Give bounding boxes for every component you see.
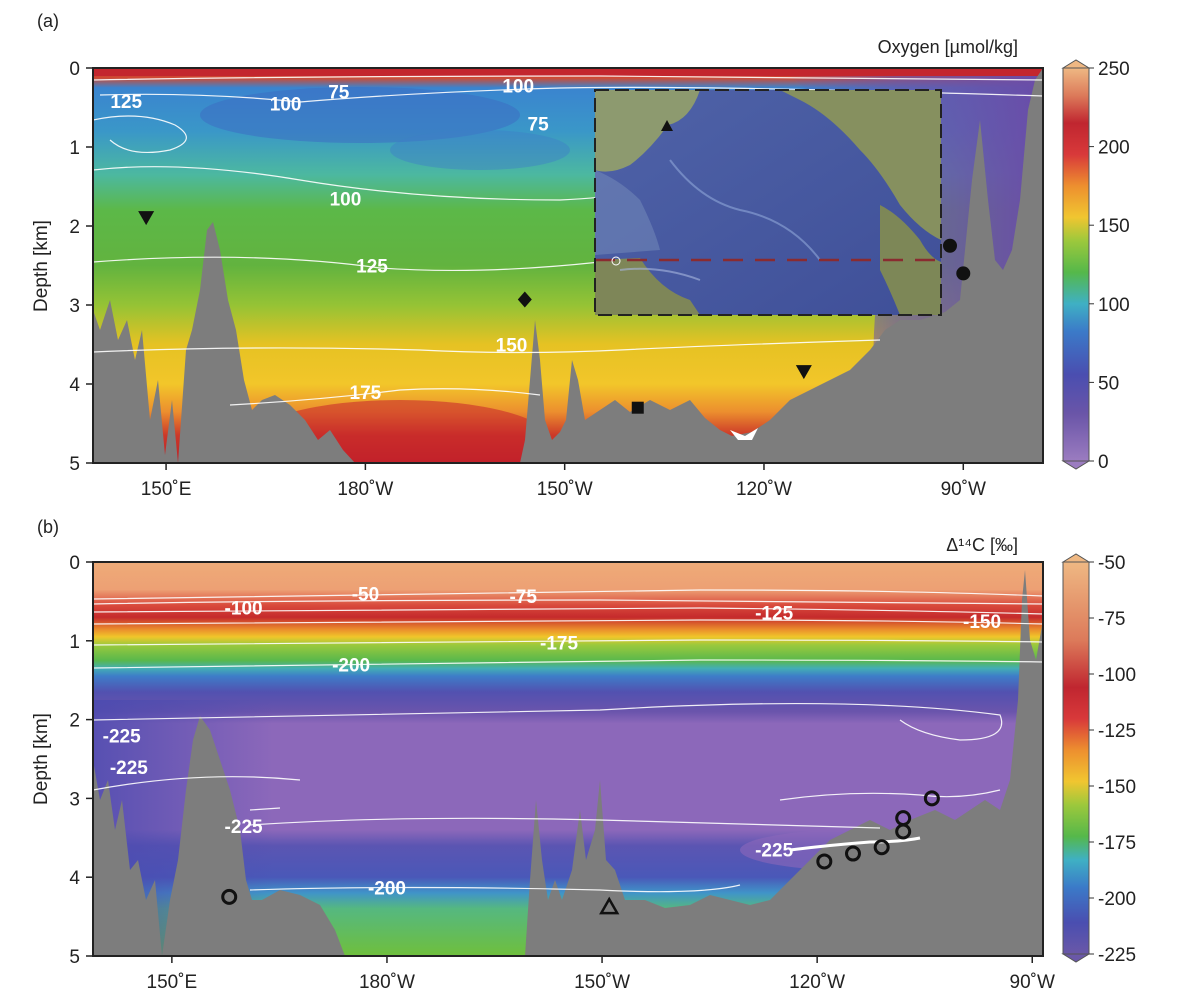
contour-label: 150 [496, 336, 528, 357]
panel-a-label: (a) [37, 11, 59, 31]
panel-a-colorbar-title: Oxygen [µmol/kg] [878, 37, 1018, 57]
contour-label: -225 [110, 758, 148, 779]
contour-225-bold [789, 836, 921, 852]
panel-b-label: (b) [37, 517, 59, 537]
y-tick-label: 4 [69, 375, 80, 396]
contour-label: 100 [330, 189, 362, 210]
inset-triangle-marker [661, 120, 673, 131]
colorbar-a: 250 200 150 100 50 0 [1061, 59, 1130, 473]
panel-b-ylabel: Depth [km] [31, 713, 52, 805]
y-tick-label: 1 [69, 632, 80, 653]
colorbar-tick-label: -50 [1098, 553, 1125, 574]
y-tick-label: 0 [69, 59, 80, 80]
station-marker-circle [956, 266, 971, 281]
panel-b-colorbar-title: Δ¹⁴C [‰] [946, 535, 1018, 555]
station-marker-triangle-open [599, 896, 620, 915]
x-tick-label: 90˚W [941, 479, 986, 500]
seafloor-a [93, 68, 1043, 463]
station-marker-triangle-down [795, 365, 812, 380]
panel-b-markers [221, 790, 940, 915]
station-marker-circle-open [923, 790, 940, 807]
station-marker-triangle-down [138, 211, 155, 226]
colorbar-tick-label: 0 [1098, 452, 1109, 473]
station-marker-circle-open [816, 853, 833, 870]
station-marker-circle-open [845, 845, 861, 862]
contours-b [93, 589, 1043, 893]
x-tick-label: 120˚W [736, 479, 792, 500]
station-marker-circle-open [873, 839, 890, 856]
contour-label: -225 [103, 726, 141, 747]
panel-b-ticks: 0 1 2 3 4 5 150˚E 180˚W 150˚W 120˚W 90˚W [69, 553, 1055, 993]
contour-label: 175 [350, 383, 382, 404]
y-tick-label: 0 [69, 553, 80, 574]
contour-label: -150 [963, 612, 1001, 633]
colorbar-tick-label: -100 [1098, 665, 1136, 686]
panel-a-ylabel: Depth [km] [31, 220, 52, 312]
panel-a-ticks: 0 1 2 3 4 5 150˚E 180˚W 150˚W 120˚W 90˚W [69, 59, 986, 500]
contour-label: 100 [270, 95, 302, 116]
contour-label: -225 [225, 817, 263, 838]
y-tick-label: 3 [69, 789, 80, 810]
contour-label: 75 [528, 114, 550, 135]
station-marker-diamond [517, 291, 532, 308]
colorbar-tick-label: 50 [1098, 373, 1119, 394]
colorbar-tick-label: -200 [1098, 889, 1136, 910]
contour-label: -100 [225, 599, 263, 620]
panel-a-markers [138, 211, 971, 414]
contour-label: -200 [332, 655, 370, 676]
colorbar-tick-label: -125 [1098, 721, 1136, 742]
inset-map [594, 89, 942, 316]
x-tick-label: 150˚E [141, 479, 192, 500]
contour-label: -200 [368, 878, 406, 899]
contour-label: -225 [755, 841, 793, 862]
y-tick-label: 2 [69, 217, 80, 238]
y-tick-label: 4 [69, 868, 80, 889]
colorbar-tick-label: -175 [1098, 833, 1136, 854]
colorbar-tick-label: -150 [1098, 777, 1136, 798]
panel-a: (a) Oxygen [µmol/kg] [31, 11, 1130, 500]
x-tick-label: 90˚W [1010, 972, 1055, 993]
seafloor-b [93, 570, 1043, 956]
colorbar-tick-label: 200 [1098, 138, 1130, 159]
x-tick-label: 150˚W [537, 479, 593, 500]
colorbar-b: -50 -75 -100 -125 -150 -175 -200 -225 [1061, 553, 1136, 966]
x-tick-label: 120˚W [789, 972, 845, 993]
station-marker-circle [942, 238, 957, 253]
y-tick-label: 5 [69, 947, 80, 968]
contour-label: -125 [755, 603, 793, 624]
x-tick-label: 180˚W [337, 479, 393, 500]
contour-label: 125 [110, 92, 142, 113]
colorbar-tick-label: -75 [1098, 609, 1125, 630]
colorbar-tick-label: 250 [1098, 59, 1130, 80]
station-marker-square [631, 401, 644, 414]
x-tick-label: 150˚W [574, 972, 630, 993]
x-tick-label: 180˚W [359, 972, 415, 993]
contour-label: -175 [540, 633, 578, 654]
contour-label: -50 [352, 585, 379, 606]
panel-b-frame [92, 561, 1044, 957]
station-marker-circle-open [221, 888, 238, 905]
panel-a-contour-labels: 125 100 75 100 75 100 125 150 175 [110, 76, 549, 404]
y-tick-label: 1 [69, 138, 80, 159]
y-tick-label: 2 [69, 711, 80, 732]
contour-label: 100 [502, 76, 534, 97]
contour-label: -75 [509, 587, 537, 608]
y-tick-label: 3 [69, 296, 80, 317]
y-tick-label: 5 [69, 454, 80, 475]
colorbar-tick-label: 150 [1098, 216, 1130, 237]
colorbar-tick-label: 100 [1098, 295, 1130, 316]
panel-b-contour-labels: -50 -75 -100 -125 -150 -175 -200 -225 -225 -225 -2… [103, 585, 1001, 900]
contour-label: 75 [328, 83, 350, 104]
contour-label: 125 [356, 257, 388, 278]
x-tick-label: 150˚E [147, 972, 198, 993]
station-marker-circle-open [895, 823, 912, 840]
colorbar-tick-label: -225 [1098, 945, 1136, 966]
panel-a-frame [92, 67, 1044, 464]
